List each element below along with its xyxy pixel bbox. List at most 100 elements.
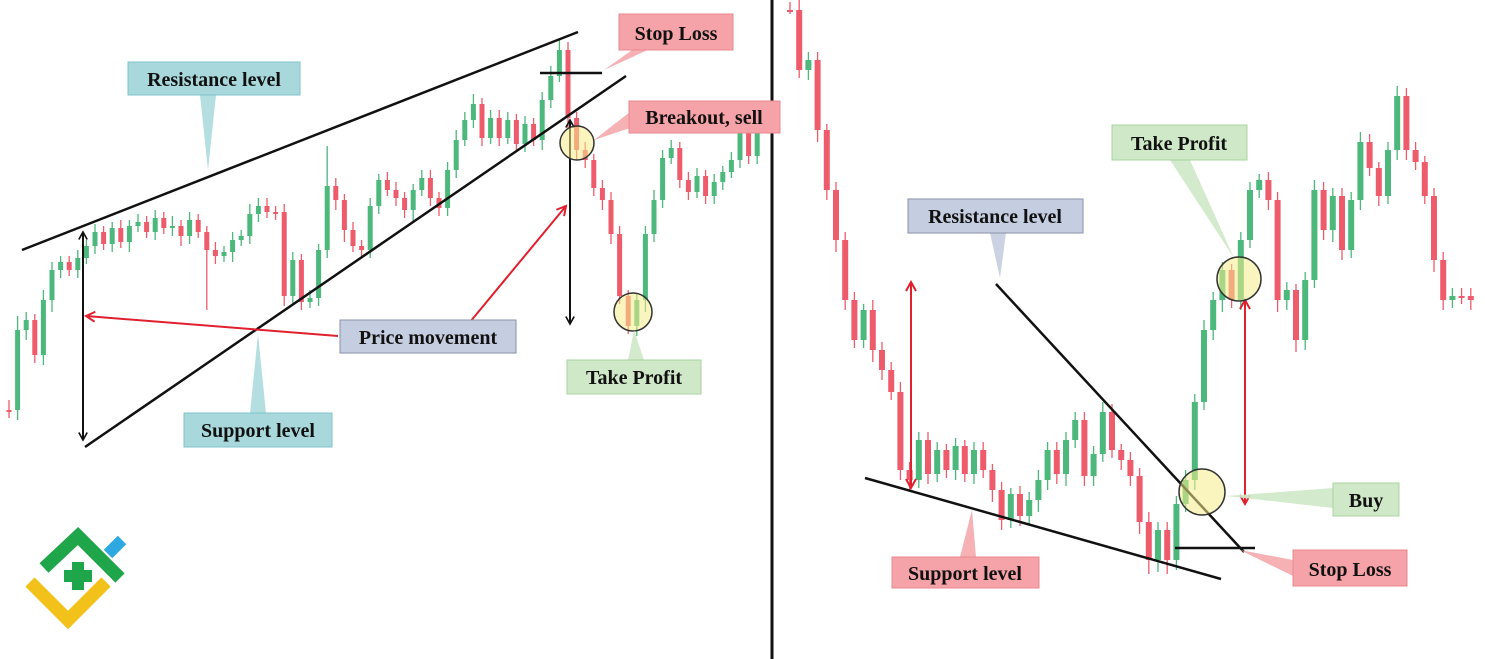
takeprofit-label-left-text: Take Profit (586, 367, 682, 389)
right-candlestick-series (787, 0, 1474, 574)
left-candle-26 (230, 240, 236, 252)
left-candle-6 (58, 262, 64, 270)
left-candle-56 (488, 118, 494, 138)
left-candle-9 (83, 246, 89, 258)
support-label-right: Support level (891, 556, 1040, 589)
resistance-label-left-text: Resistance level (147, 69, 281, 91)
takeprofit-label-left: Take Profit (566, 359, 702, 395)
right-candle-33 (1090, 454, 1097, 476)
takeprofit-callout-tail-left (628, 330, 644, 360)
support-label-left: Support level (183, 412, 333, 448)
right-candle-54 (1283, 290, 1290, 300)
left-candle-84 (728, 160, 734, 172)
left-candle-22 (195, 220, 201, 232)
right-candle-15 (925, 440, 931, 474)
stoploss-callout-tail-left (604, 48, 652, 70)
right-candle-8 (860, 310, 867, 340)
left-candle-58 (505, 120, 511, 138)
right-candle-4 (823, 130, 830, 190)
left-candle-0 (6, 410, 12, 412)
left-candle-59 (513, 120, 519, 144)
take-profit-circle-left (613, 292, 653, 332)
right-candle-40 (1155, 530, 1161, 560)
left-candle-41 (359, 246, 365, 250)
support-callout-tail (250, 334, 266, 413)
right-candle-61 (1348, 200, 1355, 250)
breakout-label: Breakout, sell (628, 100, 781, 134)
left-candle-39 (341, 200, 347, 230)
left-candle-77 (668, 148, 674, 158)
right-candle-22 (989, 470, 996, 490)
left-candle-63 (548, 76, 554, 100)
left-candle-34 (298, 260, 304, 302)
right-candle-26 (1026, 500, 1033, 516)
right-candle-67 (1403, 96, 1410, 150)
right-candle-44 (1191, 402, 1198, 480)
left-candle-3 (32, 320, 38, 355)
right-candle-17 (943, 450, 950, 470)
left-candle-17 (152, 218, 158, 232)
right-candle-57 (1311, 190, 1318, 280)
right-candle-24 (1007, 494, 1014, 520)
left-candle-44 (384, 180, 390, 190)
right-candle-1 (796, 10, 803, 70)
left-candle-1 (15, 330, 21, 410)
right-candle-63 (1366, 142, 1373, 168)
left-candle-16 (144, 222, 150, 232)
buy-label: Buy (1332, 482, 1400, 517)
left-candle-18 (161, 218, 167, 228)
right-candle-37 (1127, 460, 1134, 476)
right-candle-21 (980, 450, 987, 470)
right-candle-68 (1412, 150, 1419, 162)
left-candle-24 (212, 250, 218, 256)
stoploss-label-right-text: Stop Loss (1309, 559, 1392, 581)
left-candle-33 (290, 260, 296, 296)
left-candle-43 (376, 180, 382, 206)
left-candle-49 (427, 178, 433, 198)
stoploss-label-left-text: Stop Loss (635, 23, 718, 45)
right-candle-16 (934, 450, 941, 474)
left-candle-85 (737, 130, 743, 160)
left-candle-64 (556, 50, 562, 76)
left-candle-38 (333, 186, 339, 200)
price-movement-arrow-left (86, 316, 339, 337)
left-candle-35 (307, 298, 313, 302)
right-candle-35 (1109, 412, 1115, 450)
right-support-line (864, 476, 1222, 581)
left-candle-54 (470, 104, 476, 120)
left-candle-51 (445, 170, 451, 208)
right-candle-60 (1339, 196, 1345, 250)
right-candle-51 (1256, 180, 1263, 190)
right-candle-74 (1467, 296, 1474, 300)
breakout-label-text: Breakout, sell (645, 107, 763, 129)
right-candle-41 (1164, 530, 1171, 560)
resistance-label-left: Resistance level (127, 61, 301, 96)
left-candle-21 (187, 220, 193, 236)
right-candle-14 (915, 440, 922, 480)
left-candle-20 (178, 226, 184, 236)
right-candle-39 (1145, 522, 1152, 560)
takeprofit-label-right: Take Profit (1111, 124, 1248, 161)
right-candle-31 (1072, 420, 1079, 440)
stoploss-callout-tail-right (1240, 550, 1293, 576)
right-candle-53 (1274, 200, 1281, 300)
left-candle-55 (479, 104, 485, 138)
left-candle-13 (118, 228, 124, 242)
left-candle-60 (522, 124, 528, 144)
left-candle-68 (591, 160, 597, 188)
right-candle-42 (1173, 504, 1180, 560)
left-candle-47 (410, 190, 416, 210)
left-candle-23 (204, 232, 210, 250)
right-candle-71 (1440, 260, 1447, 300)
right-candle-58 (1320, 190, 1327, 230)
right-candle-66 (1394, 96, 1401, 150)
left-candle-65 (565, 50, 571, 118)
price-movement-label-text: Price movement (359, 327, 498, 349)
left-candle-28 (247, 214, 253, 236)
buy-callout-tail (1226, 488, 1333, 508)
right-candle-0 (787, 10, 793, 12)
left-resistance-line (21, 30, 579, 252)
left-candle-10 (92, 232, 98, 246)
left-candle-25 (221, 252, 227, 256)
